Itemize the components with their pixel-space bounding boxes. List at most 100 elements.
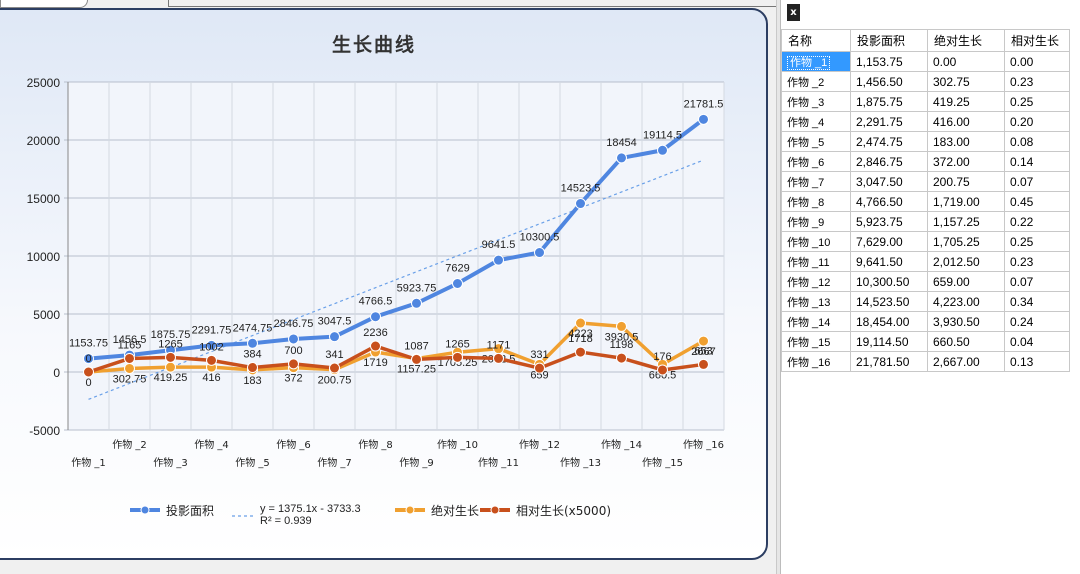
cell-name[interactable]: 作物 _12 — [781, 271, 851, 292]
cell-area[interactable]: 21,781.50 — [850, 351, 928, 372]
cell-abs[interactable]: 3,930.50 — [927, 311, 1005, 332]
cell-rel[interactable]: 0.07 — [1004, 271, 1070, 292]
cell-rel[interactable]: 0.00 — [1004, 51, 1070, 72]
cell-abs[interactable]: 419.25 — [927, 91, 1005, 112]
cell-name[interactable]: 作物 _8 — [781, 191, 851, 212]
table-row[interactable]: 作物 _15 19,114.50 660.50 0.04 — [781, 331, 1070, 352]
table-row[interactable]: 作物 _14 18,454.00 3,930.50 0.24 — [781, 311, 1070, 332]
splitter[interactable] — [776, 0, 780, 574]
cell-rel[interactable]: 0.23 — [1004, 251, 1070, 272]
cell-name[interactable]: 作物 _13 — [781, 291, 851, 312]
cell-rel[interactable]: 0.07 — [1004, 171, 1070, 192]
data-label: 19114.5 — [643, 129, 682, 141]
cell-abs[interactable]: 1,157.25 — [927, 211, 1005, 232]
cell-name-text: 作物 _11 — [787, 256, 830, 269]
cell-name-text: 作物 _12 — [787, 276, 831, 289]
cell-rel[interactable]: 0.22 — [1004, 211, 1070, 232]
cell-name[interactable]: 作物 _9 — [781, 211, 851, 232]
cell-name[interactable]: 作物 _11 — [781, 251, 851, 272]
cell-abs[interactable]: 1,719.00 — [927, 191, 1005, 212]
cell-abs[interactable]: 302.75 — [927, 71, 1005, 92]
cell-rel[interactable]: 0.20 — [1004, 111, 1070, 132]
cell-area[interactable]: 3,047.50 — [850, 171, 928, 192]
cell-name-text: 作物 _6 — [787, 156, 825, 169]
cell-area[interactable]: 1,456.50 — [850, 71, 928, 92]
x-tick-label: 作物 _6 — [276, 438, 311, 451]
cell-rel[interactable]: 0.45 — [1004, 191, 1070, 212]
cell-name[interactable]: 作物 _2 — [781, 71, 851, 92]
y-tick-label: -5000 — [29, 424, 60, 438]
cell-abs[interactable]: 1,705.25 — [927, 231, 1005, 252]
excel-icon[interactable]: x — [787, 4, 800, 21]
cell-rel[interactable]: 0.25 — [1004, 91, 1070, 112]
table-row[interactable]: 作物 _1 1,153.75 0.00 0.00 — [781, 51, 1070, 72]
table-row[interactable]: 作物 _11 9,641.50 2,012.50 0.23 — [781, 251, 1070, 272]
cell-abs[interactable]: 0.00 — [927, 51, 1005, 72]
cell-abs[interactable]: 416.00 — [927, 111, 1005, 132]
table-row[interactable]: 作物 _13 14,523.50 4,223.00 0.34 — [781, 291, 1070, 312]
cell-area[interactable]: 19,114.50 — [850, 331, 928, 352]
table-row[interactable]: 作物 _10 7,629.00 1,705.25 0.25 — [781, 231, 1070, 252]
cell-name[interactable]: 作物 _14 — [781, 311, 851, 332]
cell-abs[interactable]: 372.00 — [927, 151, 1005, 172]
cell-name[interactable]: 作物 _5 — [781, 131, 851, 152]
cell-rel[interactable]: 0.13 — [1004, 351, 1070, 372]
cell-area[interactable]: 4,766.50 — [850, 191, 928, 212]
cell-area[interactable]: 7,629.00 — [850, 231, 928, 252]
cell-rel[interactable]: 0.04 — [1004, 331, 1070, 352]
data-label: 2236 — [363, 327, 387, 339]
table-row[interactable]: 作物 _16 21,781.50 2,667.00 0.13 — [781, 351, 1070, 372]
cell-name[interactable]: 作物 _4 — [781, 111, 851, 132]
table-row[interactable]: 作物 _3 1,875.75 419.25 0.25 — [781, 91, 1070, 112]
cell-area[interactable]: 1,153.75 — [850, 51, 928, 72]
cell-abs[interactable]: 4,223.00 — [927, 291, 1005, 312]
cell-area[interactable]: 18,454.00 — [850, 311, 928, 332]
cell-area[interactable]: 5,923.75 — [850, 211, 928, 232]
cell-name[interactable]: 作物 _10 — [781, 231, 851, 252]
table-row[interactable]: 作物 _4 2,291.75 416.00 0.20 — [781, 111, 1070, 132]
cell-area[interactable]: 9,641.50 — [850, 251, 928, 272]
table-row[interactable]: 作物 _5 2,474.75 183.00 0.08 — [781, 131, 1070, 152]
cell-name[interactable]: 作物 _3 — [781, 91, 851, 112]
col-header-rel[interactable]: 相对生长 — [1004, 29, 1070, 52]
y-tick-label: 20000 — [27, 134, 61, 148]
cell-area[interactable]: 2,846.75 — [850, 151, 928, 172]
cell-rel[interactable]: 0.34 — [1004, 291, 1070, 312]
cell-name[interactable]: 作物 _15 — [781, 331, 851, 352]
cell-abs[interactable]: 2,667.00 — [927, 351, 1005, 372]
cell-abs[interactable]: 660.50 — [927, 331, 1005, 352]
col-header-abs[interactable]: 绝对生长 — [927, 29, 1005, 52]
table-row[interactable]: 作物 _2 1,456.50 302.75 0.23 — [781, 71, 1070, 92]
cell-rel[interactable]: 0.08 — [1004, 131, 1070, 152]
cell-rel[interactable]: 0.14 — [1004, 151, 1070, 172]
col-header-area[interactable]: 投影面积 — [850, 29, 928, 52]
cell-area[interactable]: 1,875.75 — [850, 91, 928, 112]
cell-abs[interactable]: 200.75 — [927, 171, 1005, 192]
col-header-name[interactable]: 名称 — [781, 29, 851, 52]
cell-rel[interactable]: 0.24 — [1004, 311, 1070, 332]
cell-area[interactable]: 10,300.50 — [850, 271, 928, 292]
cell-rel[interactable]: 0.23 — [1004, 71, 1070, 92]
cell-name[interactable]: 作物 _16 — [781, 351, 851, 372]
cell-name[interactable]: 作物 _7 — [781, 171, 851, 192]
table-row[interactable]: 作物 _6 2,846.75 372.00 0.14 — [781, 151, 1070, 172]
cell-abs[interactable]: 659.00 — [927, 271, 1005, 292]
table-row[interactable]: 作物 _9 5,923.75 1,157.25 0.22 — [781, 211, 1070, 232]
table-row[interactable]: 作物 _7 3,047.50 200.75 0.07 — [781, 171, 1070, 192]
cell-name[interactable]: 作物 _6 — [781, 151, 851, 172]
legend-trend-equation: y = 1375.1x - 3733.3 — [260, 503, 361, 515]
cell-rel[interactable]: 0.25 — [1004, 231, 1070, 252]
data-pane: x 名称 投影面积 绝对生长 相对生长 作物 _1 1,153.75 0.00 0.0… — [780, 0, 1080, 574]
cell-name-text: 作物 _2 — [787, 76, 825, 89]
growth-chart[interactable]: 25000 20000 15000 10000 5000 0 -5000 作物 _1 作物 _2… — [0, 0, 776, 574]
cell-area[interactable]: 14,523.50 — [850, 291, 928, 312]
cell-name[interactable]: 作物 _1 — [781, 51, 851, 72]
cell-name-text: 作物 _7 — [787, 176, 825, 189]
table-row[interactable]: 作物 _12 10,300.50 659.00 0.07 — [781, 271, 1070, 292]
legend-trend-r2: R² = 0.939 — [260, 515, 312, 527]
cell-area[interactable]: 2,291.75 — [850, 111, 928, 132]
cell-area[interactable]: 2,474.75 — [850, 131, 928, 152]
cell-abs[interactable]: 183.00 — [927, 131, 1005, 152]
cell-abs[interactable]: 2,012.50 — [927, 251, 1005, 272]
table-row[interactable]: 作物 _8 4,766.50 1,719.00 0.45 — [781, 191, 1070, 212]
